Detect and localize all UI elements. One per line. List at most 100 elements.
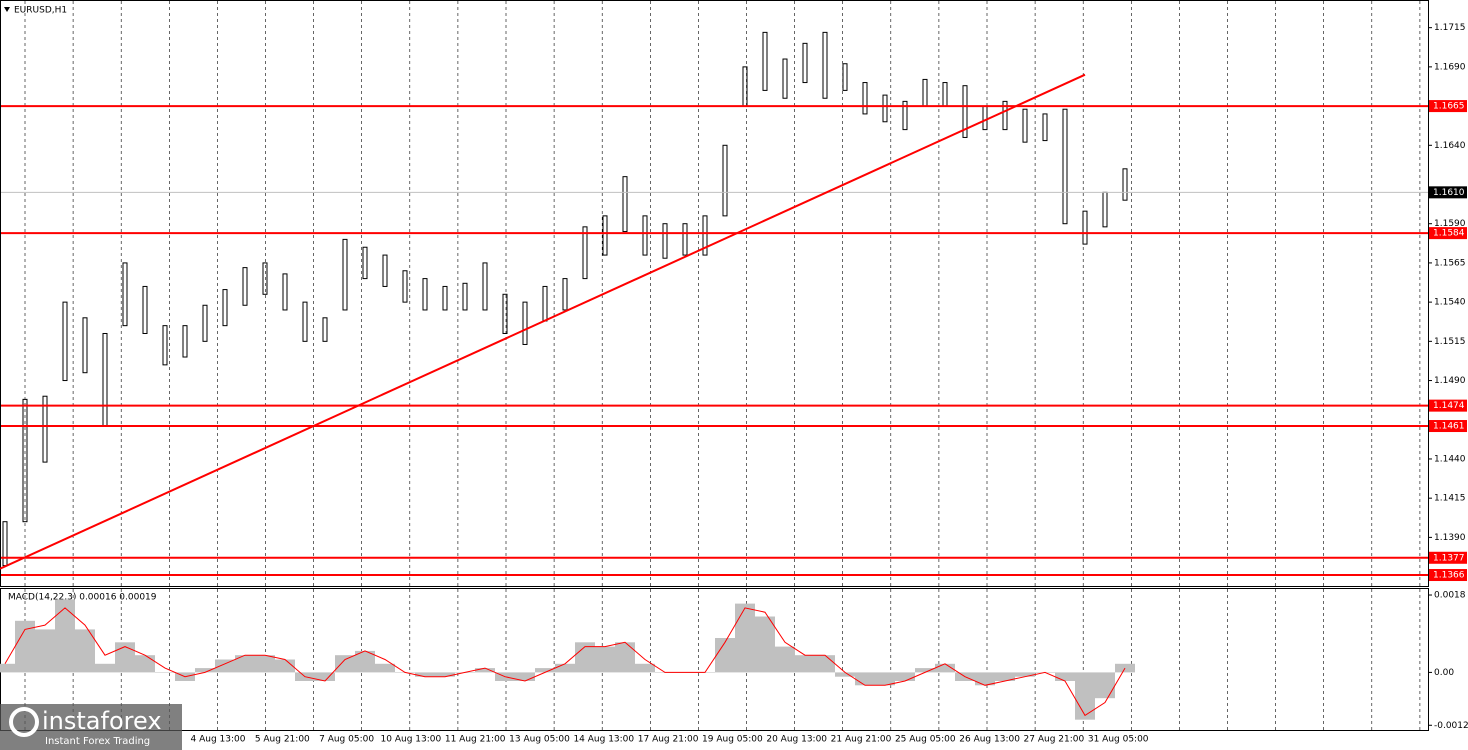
price-bar — [622, 176, 628, 233]
x-tick-label: 7 Aug 05:00 — [319, 735, 374, 745]
current-price-label: 1.1610 — [1433, 188, 1465, 198]
level-box — [1429, 100, 1467, 113]
price-bar — [822, 31, 828, 99]
macd-bar — [115, 642, 135, 673]
chart-title: EURUSD,H1 — [14, 6, 67, 16]
price-bar — [902, 100, 908, 131]
price-bar — [662, 223, 668, 259]
price-bar — [42, 395, 48, 463]
level-label: 1.1474 — [1433, 401, 1465, 411]
macd-bar — [475, 668, 495, 673]
price-bar — [342, 238, 348, 311]
y-tick-label: 0.00 — [1434, 668, 1454, 678]
macd-bar — [155, 672, 175, 673]
price-bar — [702, 215, 708, 256]
x-tick-label: 25 Aug 05:00 — [895, 735, 956, 745]
signal-line — [4, 607, 1126, 717]
macd-bar — [995, 672, 1015, 681]
macd-bar — [535, 668, 555, 673]
x-tick-label: 27 Aug 21:00 — [1024, 735, 1085, 745]
level-label: 1.1377 — [1433, 553, 1465, 563]
price-bar — [962, 85, 968, 138]
level-box — [1429, 420, 1467, 433]
price-bar — [482, 262, 488, 311]
price-bar — [642, 215, 648, 256]
macd-bar — [1075, 672, 1095, 720]
price-bar — [142, 285, 148, 334]
x-tick-label: 5 Aug 21:00 — [255, 735, 310, 745]
y-tick-label: 1.1715 — [1434, 23, 1466, 33]
y-tick-label: 1.1690 — [1434, 62, 1466, 72]
price-bar — [382, 254, 388, 287]
macd-bar — [735, 603, 755, 673]
price-bar — [122, 262, 128, 327]
macd-bar — [835, 672, 855, 677]
price-bar — [802, 42, 808, 84]
price-bar — [22, 398, 28, 523]
macd-bar — [195, 668, 215, 673]
x-tick-label: 26 Aug 13:00 — [959, 735, 1020, 745]
price-bar — [562, 278, 568, 311]
y-tick-label: 1.1515 — [1434, 337, 1466, 347]
macd-bar — [1015, 672, 1035, 677]
macd-bar — [555, 663, 575, 673]
price-bar — [1082, 210, 1088, 245]
trendline — [0, 73, 1086, 570]
price-bar — [762, 31, 768, 91]
macd-bar — [75, 629, 95, 673]
watermark-tagline: Instant Forex Trading — [45, 736, 150, 747]
y-tick-label: 0.0018 — [1434, 591, 1466, 601]
price-bar — [502, 293, 508, 334]
price-bar — [182, 325, 188, 358]
price-bar — [722, 144, 728, 217]
macd-bar — [615, 642, 635, 673]
macd-bar — [355, 650, 375, 673]
y-tick-label: 1.1640 — [1434, 141, 1466, 151]
price-bar — [1122, 168, 1128, 201]
price-bar — [522, 301, 528, 345]
price-bar — [582, 226, 588, 280]
y-tick-label: 1.1490 — [1434, 376, 1466, 386]
macd-bar — [1055, 672, 1075, 681]
level-box — [1429, 227, 1467, 240]
macd-bar — [415, 672, 435, 677]
x-tick-label: 13 Aug 05:00 — [509, 735, 570, 745]
price-bar — [682, 223, 688, 256]
price-bar — [362, 246, 368, 280]
y-tick-label: 1.1415 — [1434, 494, 1466, 504]
price-bar — [282, 273, 288, 311]
y-tick-label: -0.00123 — [1434, 721, 1468, 731]
macd-bar — [135, 655, 155, 673]
price-bar — [302, 301, 308, 342]
macd-bar — [515, 672, 535, 681]
x-tick-label: 21 Aug 21:00 — [831, 735, 892, 745]
x-tick-label: 19 Aug 05:00 — [702, 735, 763, 745]
x-tick-label: 17 Aug 21:00 — [638, 735, 699, 745]
y-tick-label: 1.1540 — [1434, 298, 1466, 308]
macd-bar — [95, 663, 115, 673]
y-tick-label: 1.1590 — [1434, 219, 1466, 229]
price-bar — [62, 301, 68, 382]
price-bar — [602, 215, 608, 256]
watermark: instaforex Instant Forex Trading — [0, 704, 182, 750]
price-bar — [1042, 113, 1048, 142]
price-bar — [1022, 108, 1028, 143]
macd-bar — [895, 672, 915, 681]
macd-bar — [795, 655, 815, 673]
macd-bar — [935, 663, 955, 673]
price-bar — [242, 267, 248, 306]
macd-bar — [215, 659, 235, 673]
level-box — [1429, 551, 1467, 564]
price-bar — [1062, 108, 1068, 225]
macd-bar — [595, 646, 615, 673]
price-bar — [402, 270, 408, 303]
price-bar — [422, 278, 428, 311]
macd-bar — [715, 638, 735, 673]
x-tick-label: 14 Aug 13:00 — [573, 735, 634, 745]
macd-bar — [975, 672, 995, 686]
macd-bar — [0, 663, 15, 673]
y-tick-label: 1.1390 — [1434, 533, 1466, 543]
macd-bar — [35, 629, 55, 673]
macd-bar — [315, 672, 335, 681]
